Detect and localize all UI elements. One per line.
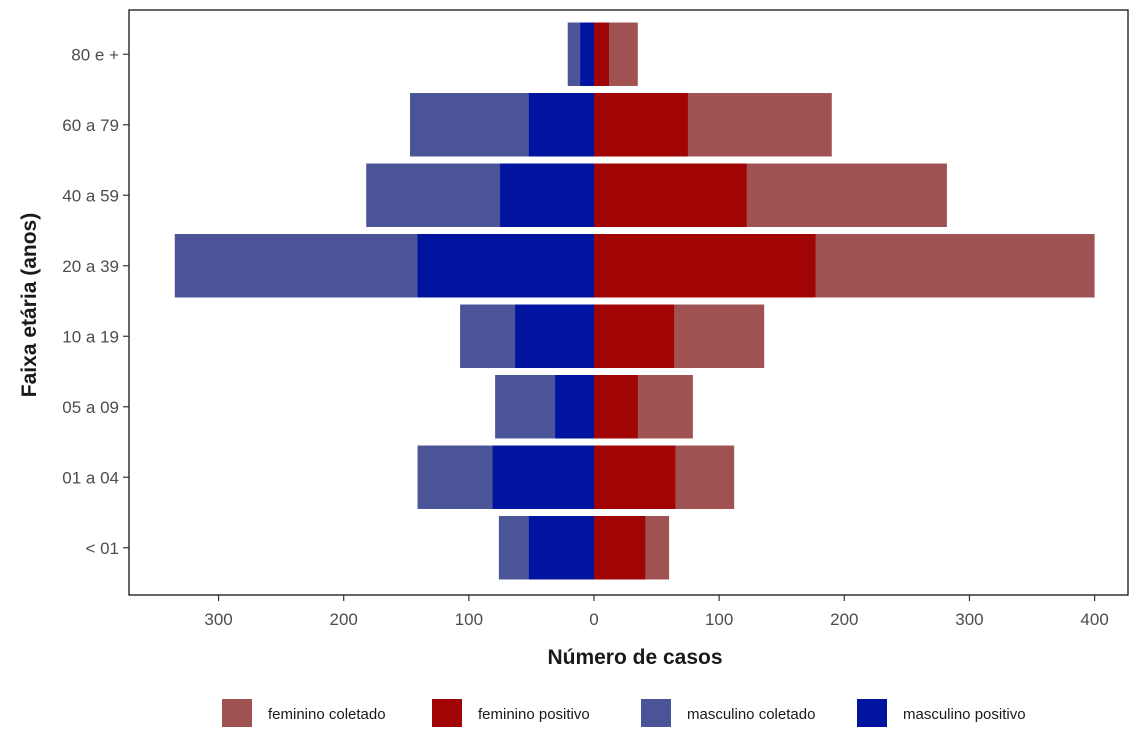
legend-swatch-feminino-coletado xyxy=(222,699,252,727)
bar-masculino-positivo-01-a-04 xyxy=(492,445,594,509)
bar-masculino-positivo-05-a-09 xyxy=(555,375,594,439)
bar-feminino-positivo-60-a-79 xyxy=(594,93,688,157)
legend-swatch-feminino-positivo xyxy=(432,699,462,727)
legend-label-feminino-positivo: feminino positivo xyxy=(478,706,590,723)
bar-feminino-positivo-80-e xyxy=(594,22,610,86)
y-axis: < 01 01 a 04 05 a 09 10 a 19 20 a 39 40 a 59 6… xyxy=(62,45,129,558)
x-axis-title: Número de casos xyxy=(547,646,722,669)
y-tick-label: 60 a 79 xyxy=(62,116,119,135)
legend-swatch-masculino-coletado xyxy=(641,699,671,727)
y-tick-label: 05 a 09 xyxy=(62,398,119,417)
legend-label-masculino-positivo: masculino positivo xyxy=(903,706,1026,723)
y-tick-label: 40 a 59 xyxy=(62,186,119,205)
x-tick-label: 100 xyxy=(705,610,733,629)
bar-masculino-positivo-01 xyxy=(528,516,594,580)
y-axis-title: Faixa etária (anos) xyxy=(18,213,41,397)
bar-feminino-positivo-05-a-09 xyxy=(594,375,638,439)
y-tick-label: 01 a 04 xyxy=(62,468,119,487)
bar-feminino-positivo-40-a-59 xyxy=(594,163,747,227)
x-tick-label: 400 xyxy=(1080,610,1108,629)
bars-layer xyxy=(174,22,1095,580)
bar-masculino-positivo-60-a-79 xyxy=(528,93,594,157)
bar-feminino-positivo-01-a-04 xyxy=(594,445,676,509)
x-tick-label: 200 xyxy=(830,610,858,629)
bar-feminino-positivo-20-a-39 xyxy=(594,234,816,298)
bar-feminino-positivo-01 xyxy=(594,516,646,580)
bar-masculino-positivo-20-a-39 xyxy=(417,234,594,298)
x-tick-label: 100 xyxy=(455,610,483,629)
legend-swatch-masculino-positivo xyxy=(857,699,887,727)
bar-masculino-positivo-80-e xyxy=(580,22,594,86)
y-tick-label: 80 e + xyxy=(71,45,119,64)
x-tick-label: 300 xyxy=(955,610,983,629)
bar-masculino-positivo-40-a-59 xyxy=(500,163,594,227)
x-axis: 300 200 100 0 100 200 300 400 xyxy=(204,595,1109,629)
x-tick-label: 200 xyxy=(330,610,358,629)
y-tick-label: 10 a 19 xyxy=(62,327,119,346)
y-tick-label: 20 a 39 xyxy=(62,257,119,276)
legend: feminino coletado feminino positivo mascul… xyxy=(222,699,1026,727)
legend-label-feminino-coletado: feminino coletado xyxy=(268,706,386,723)
bar-masculino-positivo-10-a-19 xyxy=(515,304,594,368)
x-tick-label: 0 xyxy=(589,610,598,629)
y-tick-label: < 01 xyxy=(85,539,119,558)
x-tick-label: 300 xyxy=(204,610,232,629)
plot-panel-border xyxy=(128,9,1129,596)
legend-label-masculino-coletado: masculino coletado xyxy=(687,706,815,723)
bar-feminino-positivo-10-a-19 xyxy=(594,304,675,368)
